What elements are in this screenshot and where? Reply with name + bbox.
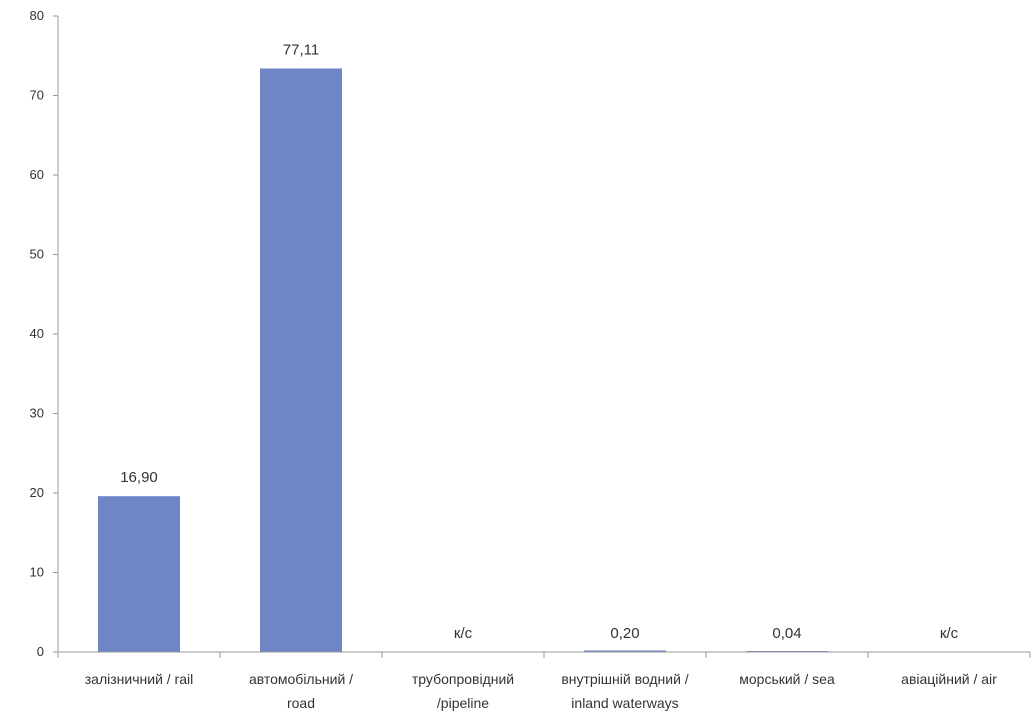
data-labels: 16,90 77,11 к/с 0,20 0,04 к/с	[120, 41, 958, 642]
data-label: 0,20	[610, 625, 639, 642]
bar	[584, 650, 666, 652]
y-tick-label: 60	[30, 167, 44, 182]
category-label-line: автомобільний /	[249, 671, 353, 687]
y-tick-label: 40	[30, 326, 44, 341]
category-label: автомобільний / road	[249, 671, 353, 711]
y-tick-label: 10	[30, 565, 44, 580]
category-label-line: трубопровідний	[412, 671, 514, 687]
y-axis: 0 10 20 30 40 50 60 70 80	[30, 8, 59, 659]
data-label: 16,90	[120, 469, 158, 486]
category-label: трубопровідний/pipeline	[412, 671, 514, 711]
bar	[260, 68, 342, 653]
y-tick-label: 70	[30, 88, 44, 103]
category-label-line: морський / sea	[739, 671, 835, 687]
bar	[98, 496, 180, 652]
category-label-line: внутрішній водний /	[561, 671, 688, 687]
y-tick-label: 80	[30, 8, 44, 23]
y-tick-label: 50	[30, 247, 44, 262]
category-label-line: inland waterways	[571, 695, 678, 711]
x-axis: залізничний / rail автомобільний / road тру…	[57, 651, 1031, 711]
y-tick-label: 0	[37, 644, 44, 659]
category-label-line: залізничний / rail	[85, 671, 193, 687]
data-label: к/с	[940, 625, 959, 642]
bars	[98, 68, 828, 653]
category-label: авіаційний / air	[901, 671, 997, 687]
category-label-line: road	[287, 695, 315, 711]
category-label: морський / sea	[739, 671, 835, 687]
y-tick-label: 30	[30, 406, 44, 421]
y-tick-label: 20	[30, 485, 44, 500]
category-label-line: авіаційний / air	[901, 671, 997, 687]
data-label: 0,04	[772, 625, 801, 642]
category-label: залізничний / rail	[85, 671, 193, 687]
data-label: к/с	[454, 625, 473, 642]
category-label: внутрішній водний / inland waterways	[561, 671, 688, 711]
category-label-line: /pipeline	[437, 695, 489, 711]
data-label: 77,11	[283, 41, 319, 58]
